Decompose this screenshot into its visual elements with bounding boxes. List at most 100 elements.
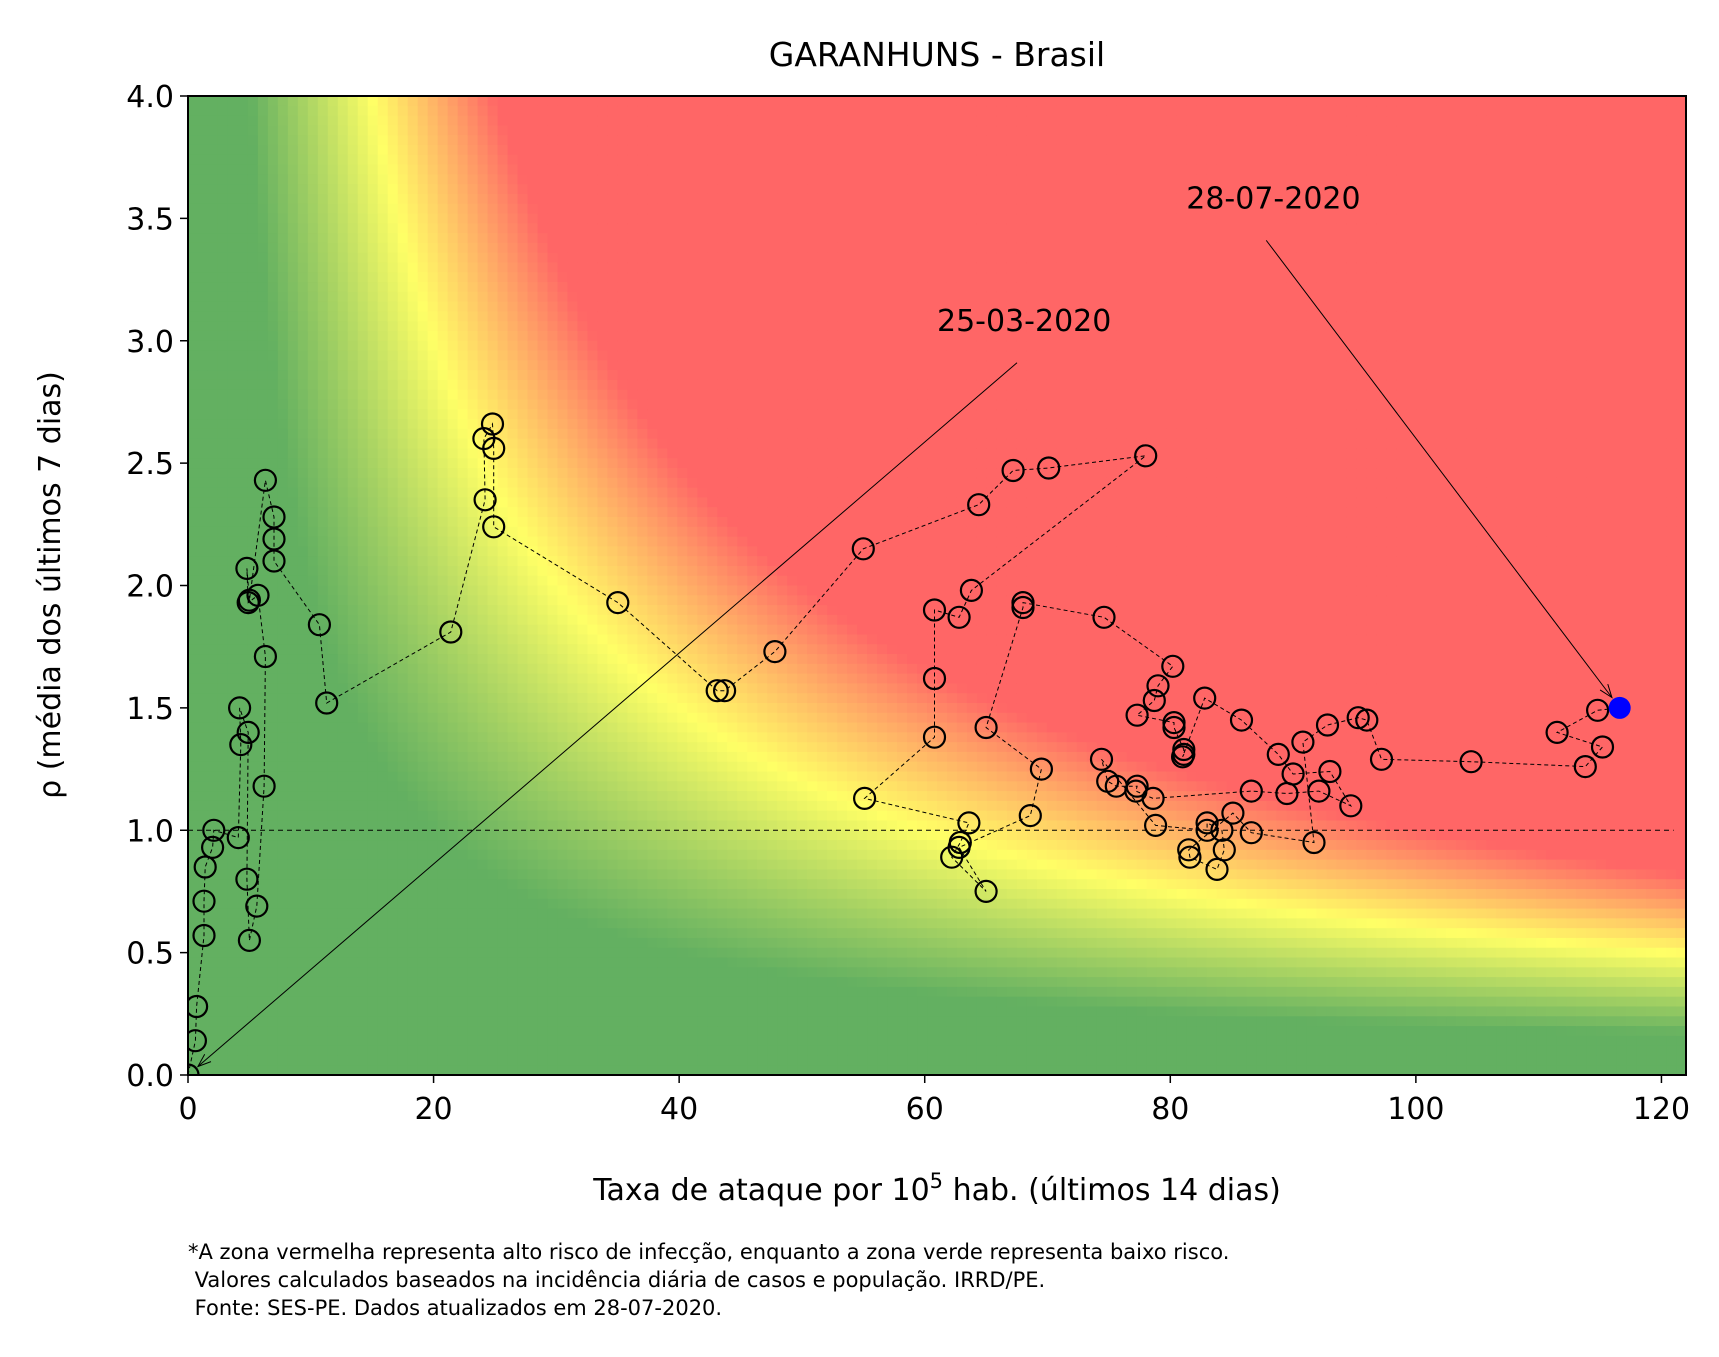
heat-cell <box>217 585 229 597</box>
heat-cell <box>207 144 219 156</box>
heat-cell <box>377 830 389 841</box>
heat-cell <box>587 654 599 665</box>
heat-cell <box>427 1016 439 1027</box>
heat-cell <box>247 1006 259 1018</box>
heat-cell <box>637 879 649 890</box>
heat-cell <box>467 497 479 508</box>
heat-cell <box>617 565 629 577</box>
heat-cell <box>507 507 519 518</box>
heat-cell <box>627 419 639 430</box>
heat-cell <box>677 742 689 753</box>
heat-cell <box>557 321 569 332</box>
heat-cell <box>188 252 199 264</box>
heat-cell <box>497 291 509 303</box>
heat-cell <box>437 419 449 430</box>
heat-cell <box>407 96 419 107</box>
heat-cell <box>287 291 299 303</box>
heat-cell <box>487 605 499 616</box>
heat-cell <box>527 164 539 176</box>
heat-cell <box>407 791 419 802</box>
heat-cell <box>367 174 379 185</box>
heat-cell <box>547 409 559 420</box>
heat-cell <box>467 1006 479 1018</box>
heat-cell <box>347 477 359 489</box>
heat-cell <box>437 448 449 460</box>
heat-cell <box>307 282 319 293</box>
heat-cell <box>487 536 499 548</box>
heat-cell <box>207 399 219 411</box>
heat-cell <box>647 370 659 381</box>
heat-cell <box>247 477 259 489</box>
heat-cell <box>497 497 509 508</box>
heat-cell <box>188 996 199 1008</box>
heat-cell <box>627 125 639 136</box>
heat-cell <box>427 223 439 234</box>
heat-cell <box>437 957 449 969</box>
heat-cell <box>547 1055 559 1067</box>
heat-cell <box>607 879 619 890</box>
heat-cell <box>517 105 529 117</box>
heat-cell <box>197 751 209 763</box>
heat-cell <box>627 830 639 841</box>
heat-cell <box>317 644 329 655</box>
heat-cell <box>227 468 239 479</box>
heat-cell <box>247 683 259 694</box>
heat-cell <box>347 399 359 411</box>
heat-cell <box>237 213 249 225</box>
heat-cell <box>437 458 449 469</box>
heat-cell <box>357 722 369 734</box>
heat-cell <box>407 409 419 420</box>
heat-cell <box>327 282 339 293</box>
heat-cell <box>417 536 429 548</box>
heat-cell <box>297 957 309 969</box>
heat-cell <box>467 438 479 450</box>
heat-cell <box>647 957 659 969</box>
heat-cell <box>188 370 199 381</box>
heat-cell <box>287 135 299 146</box>
heat-cell <box>188 840 199 851</box>
heat-cell <box>347 791 359 802</box>
heat-cell <box>527 526 539 538</box>
heat-cell <box>557 282 569 293</box>
heat-cell <box>517 144 529 156</box>
heat-cell <box>607 144 619 156</box>
heat-cell <box>397 732 409 743</box>
heat-cell <box>447 497 459 508</box>
heat-cell <box>477 869 489 880</box>
heat-cell <box>447 1055 459 1067</box>
heat-cell <box>567 291 579 303</box>
heat-cell <box>627 291 639 303</box>
heat-cell <box>357 1035 369 1047</box>
heat-cell <box>517 272 529 283</box>
heat-cell <box>397 888 409 900</box>
heat-cell <box>587 340 599 352</box>
heat-cell <box>227 536 239 548</box>
heat-cell <box>317 272 329 283</box>
heat-cell <box>347 732 359 743</box>
heat-cell <box>447 135 459 146</box>
heat-cell <box>227 722 239 734</box>
heat-cell <box>597 644 609 655</box>
heat-cell <box>447 379 459 391</box>
heat-cell <box>327 947 339 959</box>
heat-cell <box>207 1045 219 1057</box>
heat-cell <box>637 947 649 959</box>
heat-cell <box>597 301 609 313</box>
heat-cell <box>347 663 359 675</box>
heat-cell <box>227 565 239 577</box>
heat-cell <box>517 565 529 577</box>
heat-cell <box>287 781 299 792</box>
heat-cell <box>397 428 409 440</box>
heat-cell <box>547 712 559 724</box>
heat-cell <box>407 1026 419 1037</box>
heat-cell <box>607 311 619 322</box>
heat-cell <box>297 996 309 1008</box>
heat-cell <box>587 526 599 538</box>
heat-cell <box>517 673 529 685</box>
heat-cell <box>357 771 369 783</box>
heat-cell <box>637 184 649 195</box>
heat-cell <box>347 536 359 548</box>
heat-cell <box>257 516 269 528</box>
heat-cell <box>307 193 319 205</box>
heat-cell <box>457 869 469 880</box>
